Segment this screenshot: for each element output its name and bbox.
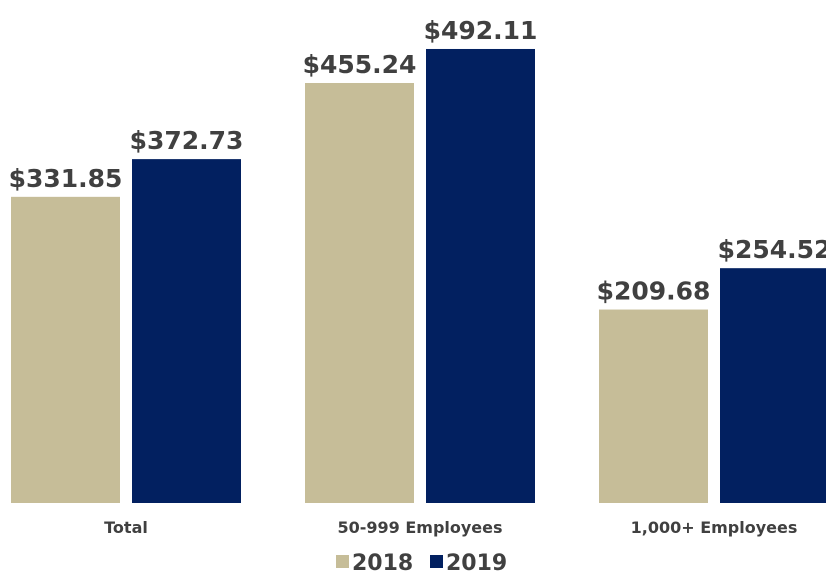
bar-2019-2 bbox=[720, 268, 826, 503]
bar-2018-1 bbox=[305, 83, 414, 503]
bar-2018-0 bbox=[11, 197, 120, 503]
legend-label-2019: 2019 bbox=[446, 551, 507, 573]
category-label-0: Total bbox=[104, 518, 148, 537]
category-label-2: 1,000+ Employees bbox=[631, 518, 798, 537]
data-label-2018-2: $209.68 bbox=[597, 277, 711, 306]
legend-label-2018: 2018 bbox=[352, 551, 413, 573]
legend: 2018 2019 bbox=[336, 551, 507, 573]
legend-swatch-2018 bbox=[336, 555, 349, 568]
data-label-2019-2: $254.52 bbox=[718, 235, 826, 264]
data-label-2019-1: $492.11 bbox=[424, 16, 538, 45]
data-label-2018-0: $331.85 bbox=[9, 164, 123, 193]
bar-2019-1 bbox=[426, 49, 535, 503]
data-label-2019-0: $372.73 bbox=[130, 126, 244, 155]
category-label-1: 50-999 Employees bbox=[337, 518, 502, 537]
bar-2018-2 bbox=[599, 310, 708, 503]
data-labels-layer: $331.85$372.73 $455.24$492.11 $209.68$254.… bbox=[9, 16, 826, 306]
legend-swatch-2019 bbox=[430, 555, 443, 568]
bar-2019-0 bbox=[132, 159, 241, 503]
category-labels-layer: Total 50-999 Employees 1,000+ Employees bbox=[104, 518, 797, 537]
data-label-2018-1: $455.24 bbox=[303, 50, 417, 79]
